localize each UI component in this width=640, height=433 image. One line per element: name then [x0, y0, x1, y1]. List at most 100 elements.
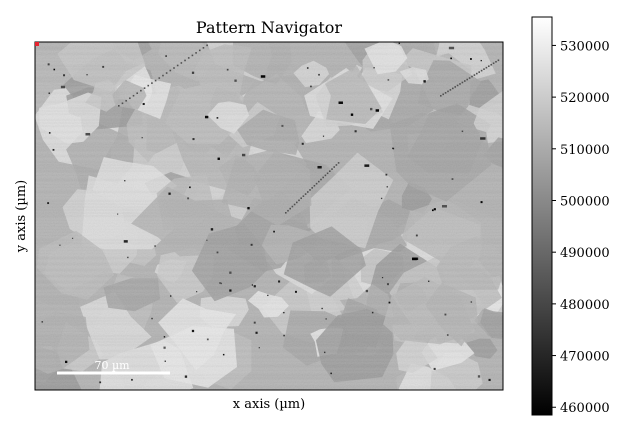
boundary-dot [291, 205, 294, 208]
speck [371, 311, 374, 314]
speck [321, 307, 323, 310]
speck [52, 148, 55, 151]
boundary-dot [154, 79, 157, 82]
speck [365, 289, 369, 293]
boundary-dot [191, 54, 194, 57]
boundary-dot [449, 89, 452, 91]
speck [189, 186, 191, 189]
boundary-dot [136, 92, 138, 94]
speck [247, 207, 250, 210]
speck [488, 378, 491, 382]
speck [273, 230, 275, 233]
speck [385, 173, 388, 176]
boundary-dot [132, 94, 135, 97]
speck [131, 378, 133, 381]
speck [191, 71, 195, 74]
boundary-dot [298, 199, 300, 202]
speck [428, 280, 430, 282]
boundary-dot [335, 164, 338, 166]
speck [480, 137, 486, 140]
speck [370, 107, 373, 111]
boundary-dot [121, 102, 124, 105]
speck [386, 186, 389, 188]
boundary-dot [198, 49, 201, 52]
boundary-dot [147, 84, 150, 87]
boundary-dot [289, 207, 291, 210]
speck [461, 130, 464, 133]
boundary-dot [173, 67, 175, 69]
speck [373, 67, 375, 69]
speck [480, 201, 483, 204]
map-frame [34, 41, 504, 391]
colorbar-tick-label: 500000 [560, 194, 610, 209]
speck [59, 244, 61, 246]
speck [444, 313, 447, 316]
speck [187, 197, 190, 200]
boundary-dot [337, 162, 340, 164]
speck [470, 301, 473, 303]
speck [151, 317, 153, 320]
speck [433, 208, 436, 211]
speck [60, 85, 66, 89]
speck [294, 290, 297, 293]
boundary-dot [180, 62, 183, 64]
speck [226, 68, 229, 71]
speck [127, 256, 129, 259]
speck [63, 74, 66, 77]
scale-bar-label: 70 µm [94, 359, 130, 372]
speck [387, 79, 390, 81]
boundary-dot [143, 87, 146, 89]
speck [281, 124, 284, 127]
orientation-map [35, 42, 503, 390]
speck [65, 360, 68, 364]
speck [141, 137, 143, 139]
speck [222, 353, 225, 356]
speck [258, 347, 260, 349]
speck [204, 115, 209, 119]
speck [191, 329, 195, 333]
boundary-dot [464, 80, 466, 82]
boundary-dot [468, 77, 471, 79]
speck [229, 271, 232, 274]
boundary-dot [333, 166, 335, 168]
speck [192, 138, 195, 141]
speck [184, 375, 188, 378]
boundary-dot [202, 47, 205, 49]
speck [142, 102, 145, 106]
speck [283, 312, 285, 314]
speck [330, 372, 332, 375]
speck [165, 55, 167, 57]
colorbar [531, 16, 553, 416]
boundary-dot [206, 44, 208, 47]
boundary-dot [473, 74, 476, 76]
boundary-dot [452, 87, 454, 90]
speck [301, 142, 304, 145]
speck [253, 285, 256, 288]
speck [217, 157, 220, 160]
boundary-dot [320, 178, 322, 181]
colorbar-tick-label: 510000 [560, 143, 610, 158]
boundary-dot [488, 65, 490, 67]
speck [216, 117, 219, 119]
speck [48, 132, 51, 134]
boundary-dot [326, 172, 329, 175]
y-axis-label: y axis (µm) [14, 180, 29, 253]
speck [375, 109, 380, 112]
speck [163, 346, 166, 349]
speck [169, 295, 172, 297]
speck [251, 284, 254, 286]
speck [47, 63, 50, 66]
speck [317, 165, 322, 169]
speck [388, 301, 391, 304]
boundary-dot [285, 212, 287, 214]
speck [318, 73, 320, 76]
boundary-dot [311, 187, 313, 189]
boundary-dot [480, 69, 483, 72]
speck [480, 59, 482, 62]
boundary-dot [447, 90, 449, 93]
speck [102, 65, 105, 68]
navigator-marker[interactable] [35, 42, 39, 46]
boundary-dot [459, 83, 461, 85]
speck [446, 334, 449, 336]
speck [470, 58, 472, 60]
